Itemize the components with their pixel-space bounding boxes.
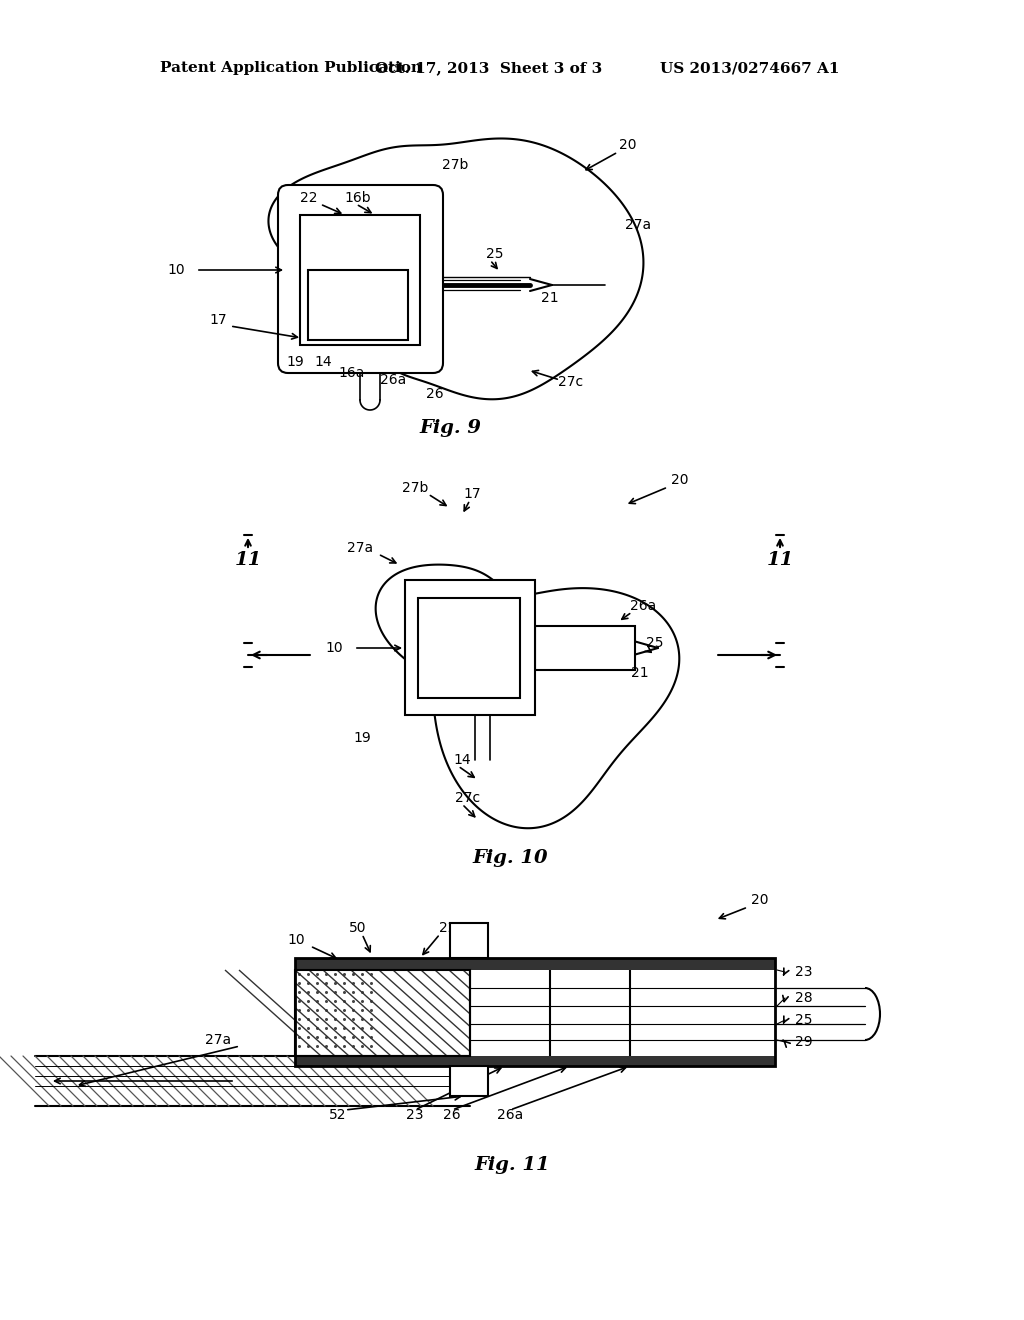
Text: 16a: 16a (339, 366, 366, 380)
Text: 19: 19 (353, 731, 371, 744)
Text: 17: 17 (209, 313, 226, 327)
Text: 10: 10 (287, 933, 305, 946)
Text: 29: 29 (795, 1035, 813, 1049)
Text: Patent Application Publication: Patent Application Publication (160, 61, 422, 75)
Text: 16b: 16b (345, 191, 372, 205)
Text: 28: 28 (795, 991, 813, 1005)
Bar (535, 626, 635, 671)
Text: 27c: 27c (558, 375, 584, 389)
Text: 17: 17 (463, 487, 481, 502)
Text: 26a: 26a (380, 374, 407, 387)
Text: 50: 50 (349, 921, 367, 935)
Text: 22: 22 (300, 191, 317, 205)
Bar (450, 1067, 488, 1096)
Text: 21: 21 (542, 290, 559, 305)
Text: Fig. 9: Fig. 9 (419, 418, 481, 437)
Text: 23: 23 (795, 965, 812, 979)
Text: Fig. 10: Fig. 10 (472, 849, 548, 867)
Text: 27c: 27c (456, 791, 480, 805)
Text: 20: 20 (752, 894, 769, 907)
Text: 23: 23 (407, 1107, 424, 1122)
Text: 27b: 27b (401, 480, 428, 495)
Text: 10: 10 (326, 642, 343, 655)
Text: 25: 25 (795, 1012, 812, 1027)
Bar (300, 215, 420, 345)
Text: 25: 25 (646, 636, 664, 649)
Text: 21: 21 (631, 667, 649, 680)
Text: 10: 10 (167, 263, 184, 277)
Text: US 2013/0274667 A1: US 2013/0274667 A1 (660, 61, 840, 75)
Text: 25: 25 (486, 247, 504, 261)
Text: Fig. 11: Fig. 11 (474, 1156, 550, 1173)
Bar (295, 958, 775, 970)
Text: 11: 11 (234, 550, 261, 569)
Text: 14: 14 (314, 355, 332, 370)
Bar (295, 970, 470, 1056)
Text: 27b: 27b (441, 158, 468, 172)
Text: 22: 22 (439, 921, 457, 935)
Text: 26a: 26a (630, 599, 656, 612)
Text: 19: 19 (286, 355, 304, 370)
Text: 26a: 26a (497, 1107, 523, 1122)
Text: 26: 26 (426, 387, 443, 401)
FancyBboxPatch shape (278, 185, 443, 374)
Text: 20: 20 (672, 473, 689, 487)
Text: 14: 14 (454, 752, 471, 767)
Bar (406, 579, 535, 715)
Bar (295, 1056, 775, 1067)
Text: 27a: 27a (205, 1034, 231, 1047)
Bar (418, 598, 520, 698)
Text: 20: 20 (620, 139, 637, 152)
Text: 52: 52 (330, 1107, 347, 1122)
Text: 26: 26 (443, 1107, 461, 1122)
Text: Oct. 17, 2013  Sheet 3 of 3: Oct. 17, 2013 Sheet 3 of 3 (375, 61, 602, 75)
Text: 27a: 27a (347, 541, 373, 554)
Bar (295, 958, 775, 1067)
Text: 11: 11 (766, 550, 794, 569)
Bar (308, 271, 408, 341)
Bar (450, 923, 488, 958)
Bar (295, 970, 470, 1056)
Text: 27a: 27a (625, 218, 651, 232)
